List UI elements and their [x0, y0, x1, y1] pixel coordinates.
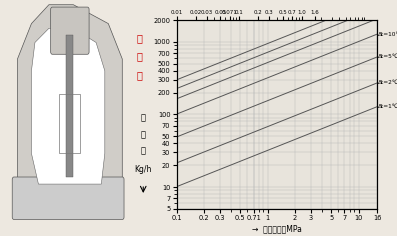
Text: 水: 水: [141, 130, 146, 139]
Text: 量: 量: [137, 52, 143, 62]
Polygon shape: [17, 5, 122, 208]
Text: Kg/h: Kg/h: [135, 165, 152, 174]
Text: Δt=5℃: Δt=5℃: [378, 55, 397, 59]
Text: 量: 量: [141, 147, 146, 156]
X-axis label: →  工作压力差MPa: → 工作压力差MPa: [252, 224, 302, 233]
Text: Δt=10℃: Δt=10℃: [378, 32, 397, 37]
Bar: [60, 94, 80, 153]
Text: 图: 图: [137, 71, 143, 80]
Text: Δt=2℃: Δt=2℃: [378, 80, 397, 85]
FancyBboxPatch shape: [51, 7, 89, 54]
Polygon shape: [31, 28, 105, 184]
Bar: [66, 35, 73, 177]
Text: 排: 排: [137, 33, 143, 43]
Text: Δt=1℃: Δt=1℃: [378, 104, 397, 109]
FancyBboxPatch shape: [12, 177, 124, 219]
Text: 排: 排: [141, 114, 146, 122]
